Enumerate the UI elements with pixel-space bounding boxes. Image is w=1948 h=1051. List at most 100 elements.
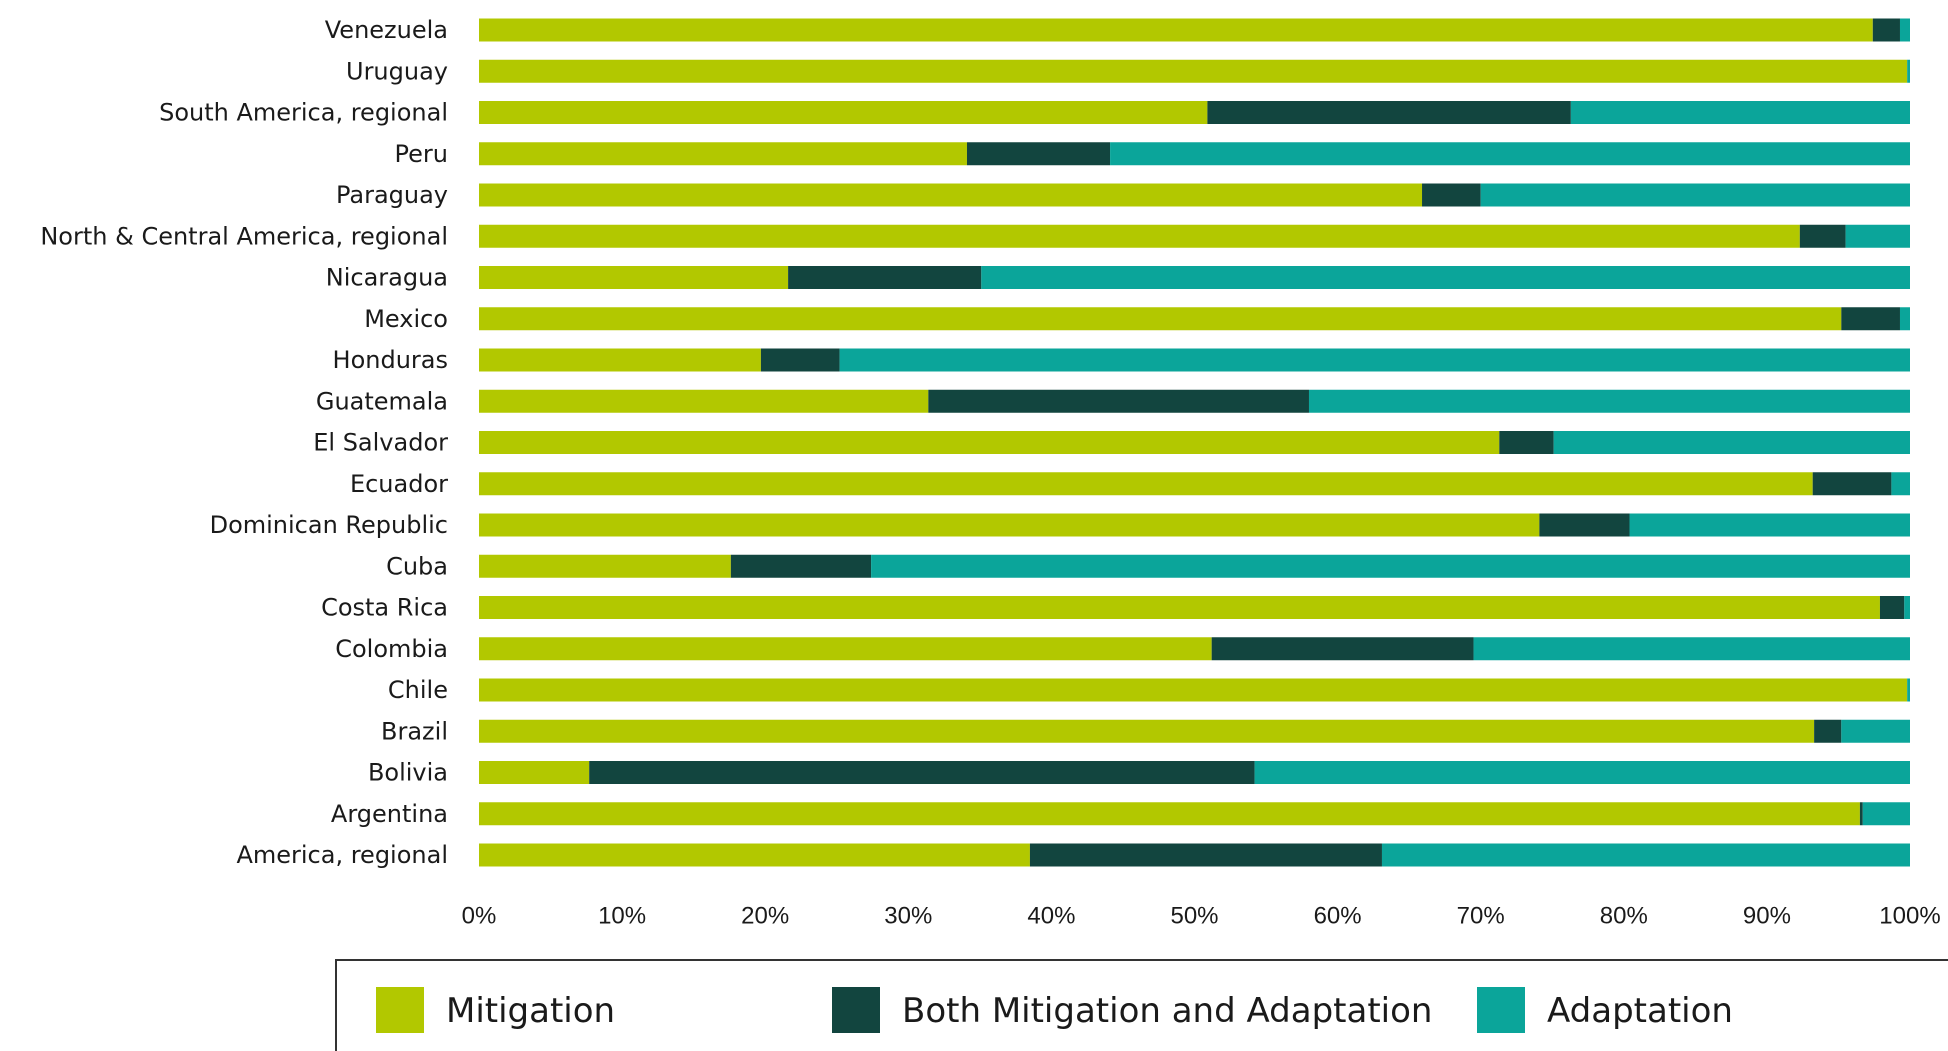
- bar-segment-series-0: [479, 596, 1880, 619]
- bar-segment-series-0: [479, 431, 1500, 454]
- bar-segment-series-2: [1862, 802, 1910, 826]
- legend-swatch: [832, 987, 880, 1033]
- bar-segment-series-2: [1907, 59, 1910, 83]
- bar-segment-series-1: [1029, 843, 1382, 867]
- bar-segment-series-0: [479, 307, 1842, 331]
- bar-segment-series-0: [479, 101, 1208, 124]
- bar-segment-series-2: [1553, 431, 1910, 454]
- bar-segment-series-0: [479, 266, 789, 289]
- category-label: North & Central America, regional: [40, 222, 448, 250]
- bar-segment-series-0: [479, 348, 761, 372]
- bar-segment-series-1: [1841, 307, 1900, 331]
- category-label: Chile: [388, 676, 448, 704]
- bar-segment-series-2: [1308, 389, 1910, 413]
- category-label: Ecuador: [350, 470, 448, 498]
- legend-frame: [335, 959, 1948, 1051]
- bar-segment-series-1: [1799, 224, 1846, 248]
- bar-segment-series-0: [479, 142, 967, 166]
- bar-segment-series-1: [1814, 719, 1842, 743]
- x-tick-label: 20%: [741, 903, 789, 930]
- category-labels: Venezuela Uruguay South America, regional P…: [40, 16, 448, 869]
- bar-segment-series-1: [730, 554, 872, 578]
- bar-segment-series-1: [1539, 513, 1630, 537]
- x-tick-label: 60%: [1314, 903, 1362, 930]
- category-label: Dominican Republic: [210, 511, 448, 539]
- category-label: South America, regional: [159, 99, 448, 127]
- bar-segment-series-1: [1859, 802, 1863, 826]
- bar-segment-series-1: [589, 761, 1255, 784]
- bar-segment-series-2: [981, 266, 1910, 289]
- x-tick-label: 0%: [462, 903, 497, 930]
- category-label: Colombia: [335, 635, 448, 663]
- category-label: Bolivia: [368, 759, 448, 787]
- category-label: Paraguay: [336, 181, 448, 209]
- category-label: Nicaragua: [326, 264, 448, 292]
- x-tick-label: 80%: [1600, 903, 1648, 930]
- bar-segment-series-1: [1207, 101, 1571, 124]
- bar-segment-series-2: [1381, 843, 1910, 867]
- legend-swatch: [1477, 987, 1525, 1033]
- category-label: Honduras: [333, 346, 448, 374]
- category-label: Costa Rica: [321, 594, 448, 622]
- bar-segment-series-1: [760, 348, 840, 372]
- bar-segment-series-0: [479, 843, 1030, 867]
- category-label: America, regional: [236, 841, 448, 869]
- bar-segment-series-2: [1629, 513, 1910, 537]
- bar-segment-series-2: [839, 348, 1910, 372]
- bar-segment-series-2: [1473, 637, 1910, 661]
- category-label: Brazil: [381, 717, 448, 745]
- bar-segment-series-0: [479, 513, 1540, 537]
- bar-segment-series-2: [1570, 101, 1910, 124]
- bar-segment-series-0: [479, 183, 1423, 207]
- bar-segment-series-0: [479, 18, 1873, 42]
- category-label: Cuba: [386, 552, 448, 580]
- bar-segment-series-0: [479, 637, 1212, 661]
- bar-segment-series-1: [928, 389, 1309, 413]
- category-label: Peru: [395, 140, 448, 168]
- category-label: El Salvador: [313, 429, 448, 457]
- bar-segment-series-1: [966, 142, 1111, 166]
- legend-swatch: [376, 987, 424, 1033]
- bar-segment-series-1: [1422, 183, 1481, 207]
- legend-label: Mitigation: [446, 991, 615, 1031]
- bar-segment-series-2: [1845, 224, 1910, 248]
- bar-segment-series-1: [1879, 596, 1905, 619]
- category-label: Mexico: [364, 305, 448, 333]
- legend: Mitigation Both Mitigation and Adaptation…: [335, 959, 1948, 1051]
- bar-segment-series-2: [1899, 18, 1910, 42]
- x-tick-label: 40%: [1027, 903, 1075, 930]
- legend-label: Adaptation: [1547, 991, 1733, 1031]
- bar-segment-series-0: [479, 224, 1800, 248]
- bar-segment-series-0: [479, 389, 929, 413]
- bar-segment-series-2: [1841, 719, 1910, 743]
- x-tick-label: 70%: [1457, 903, 1505, 930]
- x-tick-label: 50%: [1170, 903, 1218, 930]
- bar-segment-series-2: [1904, 596, 1910, 619]
- bar-segment-series-2: [1891, 472, 1910, 496]
- bar-segment-series-0: [479, 59, 1908, 83]
- bar-segment-series-1: [1499, 431, 1554, 454]
- x-tick-label: 10%: [598, 903, 646, 930]
- category-label: Guatemala: [316, 387, 448, 415]
- category-label: Venezuela: [325, 16, 448, 44]
- bar-segment-series-2: [1480, 183, 1910, 207]
- category-label: Uruguay: [346, 57, 448, 85]
- bar-segment-series-1: [788, 266, 982, 289]
- bar-segment-series-2: [1907, 678, 1910, 702]
- bar-segment-series-1: [1211, 637, 1474, 661]
- x-axis-ticks: 0% 10% 20% 30% 40% 50% 60% 70% 80% 90% 100%: [462, 903, 1941, 930]
- legend-label: Both Mitigation and Adaptation: [902, 991, 1432, 1031]
- bar-segment-series-2: [1110, 142, 1910, 166]
- bar-segment-series-2: [871, 554, 1910, 578]
- bar-segment-series-0: [479, 802, 1860, 826]
- bar-segment-series-0: [479, 761, 590, 784]
- bar-segment-series-0: [479, 678, 1908, 702]
- x-tick-label: 100%: [1879, 903, 1940, 930]
- bars-layer: [479, 18, 1910, 867]
- bar-segment-series-2: [1254, 761, 1910, 784]
- x-tick-label: 90%: [1743, 903, 1791, 930]
- bar-segment-series-0: [479, 719, 1815, 743]
- bar-segment-series-0: [479, 472, 1813, 496]
